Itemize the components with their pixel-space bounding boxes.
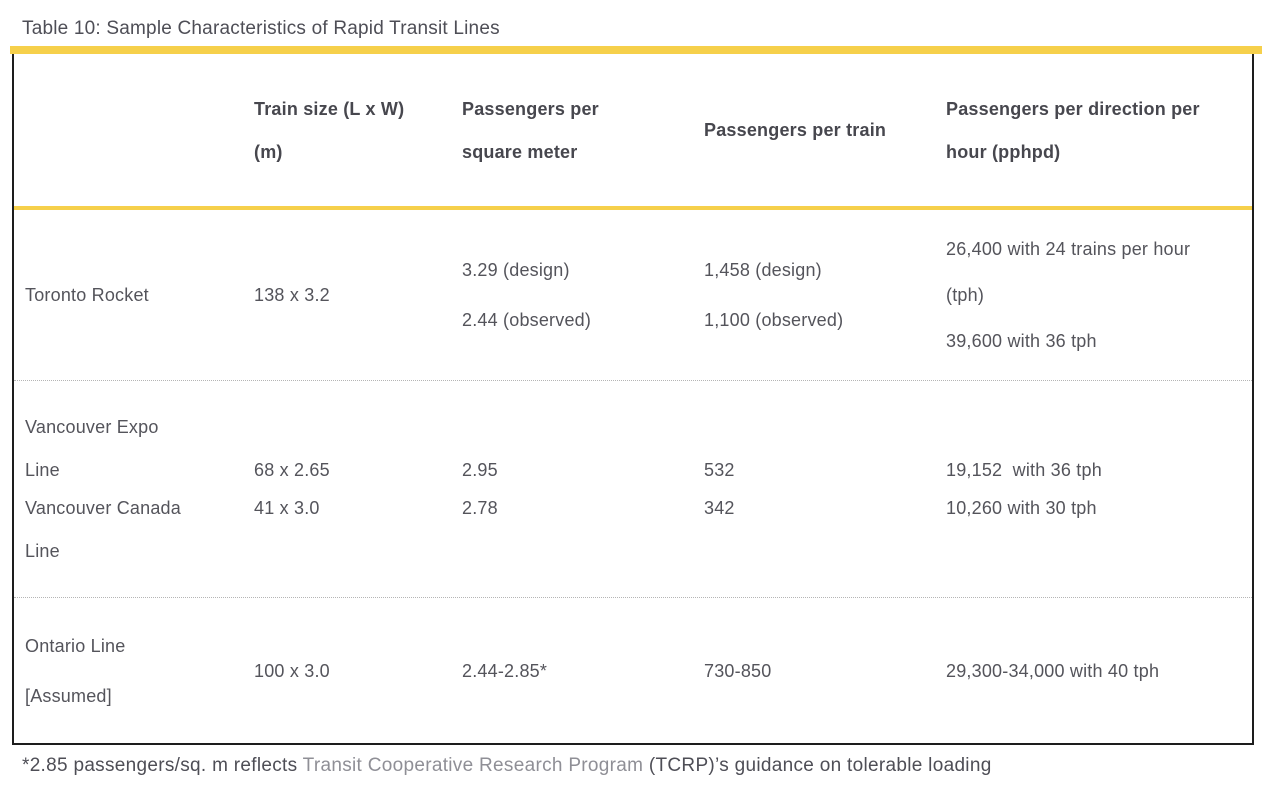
header-line: (m) bbox=[254, 141, 283, 162]
header-line: square meter bbox=[462, 141, 578, 162]
cell-line: 1,100 (observed) bbox=[704, 310, 844, 330]
cell-toronto-psm: 3.29 (design) 2.44 (observed) bbox=[462, 256, 704, 334]
column-header-pphpd: Passengers per direction per hour (pphpd… bbox=[946, 95, 1252, 166]
cell-line: Toronto Rocket bbox=[25, 285, 149, 305]
cell-line: 2.78 bbox=[462, 498, 498, 518]
cell-expo-pphpd: 19,152 with 36 tph bbox=[946, 456, 1252, 484]
cell-line: 26,400 with 24 trains per hour bbox=[946, 239, 1191, 259]
cell-line: 2.44 (observed) bbox=[462, 310, 592, 330]
cell-line: 100 x 3.0 bbox=[254, 660, 330, 681]
column-header-passengers-per-sqm: Passengers per square meter bbox=[462, 95, 704, 166]
cell-line: 2.95 bbox=[462, 460, 498, 480]
header-line: Passengers per train bbox=[704, 120, 887, 140]
cell-line: 2.44-2.85* bbox=[462, 660, 548, 681]
row-ontario-line: Ontario Line [Assumed] 100 x 3.0 2.44-2.… bbox=[14, 598, 1252, 743]
cell-ontario-psm: 2.44-2.85* bbox=[462, 657, 704, 685]
cell-expo-psm: 2.95 bbox=[462, 456, 704, 484]
table-header-row: Train size (L x W) (m) Passengers per sq… bbox=[14, 54, 1252, 210]
header-line: Passengers per bbox=[462, 98, 599, 119]
cell-line: 3.29 (design) bbox=[462, 260, 570, 280]
cell-canada-name: Vancouver Canada Line bbox=[14, 494, 254, 565]
accent-bar-top bbox=[10, 46, 1262, 54]
subrow-vancouver-canada: Vancouver Canada Line 41 x 3.0 2.78 342 … bbox=[14, 494, 1252, 565]
subrow-vancouver-expo: Vancouver Expo Line 68 x 2.65 2.95 532 1… bbox=[14, 413, 1252, 484]
footnote-suffix: (TCRP)’s guidance on tolerable loading bbox=[643, 755, 992, 776]
cell-line: [Assumed] bbox=[25, 685, 112, 706]
header-line: Train size (L x W) bbox=[254, 98, 405, 119]
cell-ontario-name: Ontario Line [Assumed] bbox=[14, 632, 254, 710]
cell-line: (tph) bbox=[946, 285, 985, 305]
cell-expo-ppt: 532 bbox=[704, 456, 946, 484]
cell-expo-train-size: 68 x 2.65 bbox=[254, 456, 462, 484]
cell-line: 730-850 bbox=[704, 660, 772, 681]
cell-ontario-pphpd: 29,300-34,000 with 40 tph bbox=[946, 657, 1252, 685]
header-line: hour (pphpd) bbox=[946, 141, 1061, 162]
cell-ontario-train-size: 100 x 3.0 bbox=[254, 657, 462, 685]
cell-toronto-train-size: 138 x 3.2 bbox=[254, 281, 462, 309]
row-toronto-rocket: Toronto Rocket 138 x 3.2 3.29 (design) 2… bbox=[14, 210, 1252, 381]
header-line: Passengers per direction per bbox=[946, 98, 1200, 119]
cell-toronto-pphpd: 26,400 with 24 trains per hour (tph) 39,… bbox=[946, 235, 1252, 355]
cell-line: Line bbox=[25, 541, 60, 561]
transit-characteristics-table: Train size (L x W) (m) Passengers per sq… bbox=[12, 54, 1254, 745]
cell-canada-train-size: 41 x 3.0 bbox=[254, 494, 462, 522]
cell-ontario-ppt: 730-850 bbox=[704, 657, 946, 685]
cell-line: Ontario Line bbox=[25, 635, 126, 656]
footnote-prefix: *2.85 passengers/sq. m reflects bbox=[22, 755, 303, 776]
cell-line: 342 bbox=[704, 498, 735, 518]
cell-line: 1,458 (design) bbox=[704, 260, 822, 280]
cell-canada-pphpd: 10,260 with 30 tph bbox=[946, 494, 1252, 522]
cell-line: Line bbox=[25, 460, 60, 480]
cell-line: Vancouver Expo bbox=[25, 417, 159, 437]
cell-line: 19,152 with 36 tph bbox=[946, 460, 1102, 480]
cell-expo-name: Vancouver Expo Line bbox=[14, 413, 254, 484]
column-header-train-size: Train size (L x W) (m) bbox=[254, 95, 462, 166]
cell-line: 138 x 3.2 bbox=[254, 285, 330, 305]
cell-canada-ppt: 342 bbox=[704, 494, 946, 522]
footnote: *2.85 passengers/sq. m reflects Transit … bbox=[22, 751, 992, 781]
cell-toronto-name: Toronto Rocket bbox=[14, 281, 254, 309]
cell-line: 29,300-34,000 with 40 tph bbox=[946, 660, 1160, 681]
cell-line: 532 bbox=[704, 460, 735, 480]
cell-line: 41 x 3.0 bbox=[254, 498, 320, 518]
cell-toronto-ppt: 1,458 (design) 1,100 (observed) bbox=[704, 256, 946, 334]
cell-line: 68 x 2.65 bbox=[254, 460, 330, 480]
row-vancouver-lines: Vancouver Expo Line 68 x 2.65 2.95 532 1… bbox=[14, 381, 1252, 598]
cell-line: Vancouver Canada bbox=[25, 498, 181, 518]
footnote-program-name-link[interactable]: Transit Cooperative Research Program bbox=[302, 755, 644, 776]
cell-line: 39,600 with 36 tph bbox=[946, 331, 1097, 351]
column-header-passengers-per-train: Passengers per train bbox=[704, 116, 946, 144]
cell-canada-psm: 2.78 bbox=[462, 494, 704, 522]
cell-line: 10,260 with 30 tph bbox=[946, 498, 1097, 518]
table-caption: Table 10: Sample Characteristics of Rapi… bbox=[22, 18, 500, 39]
